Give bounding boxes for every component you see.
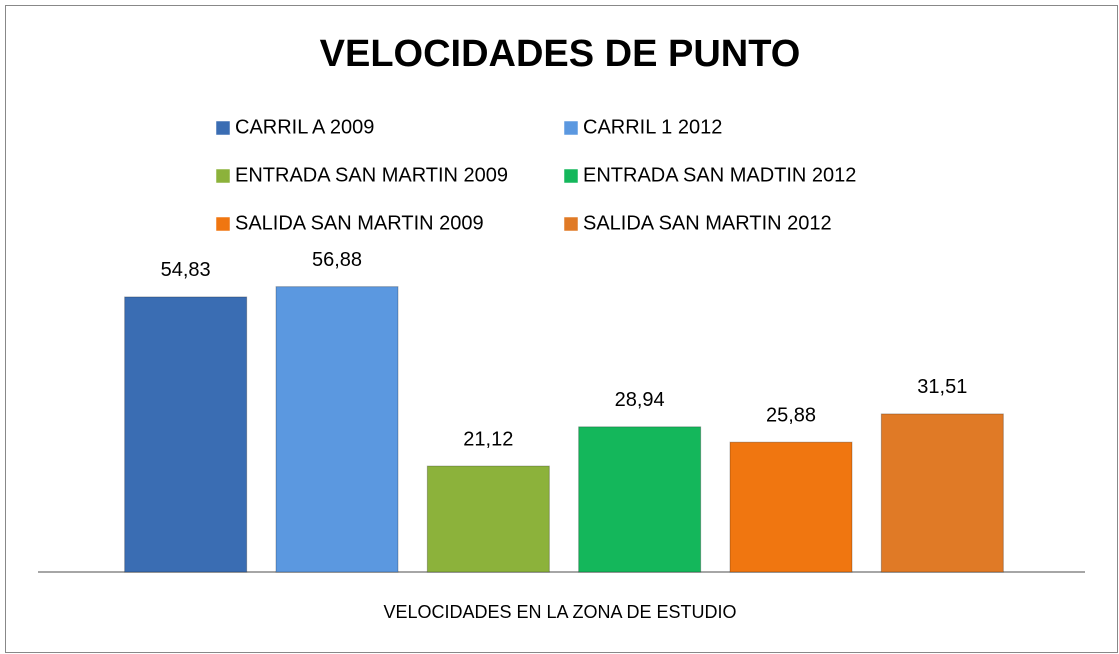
chart-title: VELOCIDADES DE PUNTO [320, 33, 801, 75]
legend-swatch [215, 120, 231, 136]
legend-label: SALIDA SAN MARTIN 2009 [235, 212, 484, 234]
legend-swatch [215, 216, 231, 232]
bar [426, 465, 550, 573]
legend-swatch [215, 168, 231, 184]
data-label: 25,88 [766, 404, 816, 426]
bar [578, 426, 702, 573]
legend-label: CARRIL A 2009 [235, 116, 374, 138]
legend-label: ENTRADA SAN MADTIN 2012 [583, 164, 856, 186]
legend-swatch [563, 168, 579, 184]
data-label: 21,12 [463, 428, 513, 450]
legend-label: ENTRADA SAN MARTIN 2009 [235, 164, 508, 186]
legend-swatch [563, 120, 579, 136]
data-label: 54,83 [161, 259, 211, 281]
data-label: 28,94 [615, 389, 665, 411]
bar [880, 413, 1004, 573]
legend-label: SALIDA SAN MARTIN 2012 [583, 212, 832, 234]
legend-swatch [563, 216, 579, 232]
data-label: 31,51 [917, 376, 967, 398]
bar [275, 286, 399, 573]
bar [729, 441, 853, 573]
data-label: 56,88 [312, 249, 362, 271]
legend-label: CARRIL 1 2012 [583, 116, 722, 138]
bar [124, 296, 248, 573]
x-tick-label: VELOCIDADES EN LA ZONA DE ESTUDIO [383, 602, 736, 622]
